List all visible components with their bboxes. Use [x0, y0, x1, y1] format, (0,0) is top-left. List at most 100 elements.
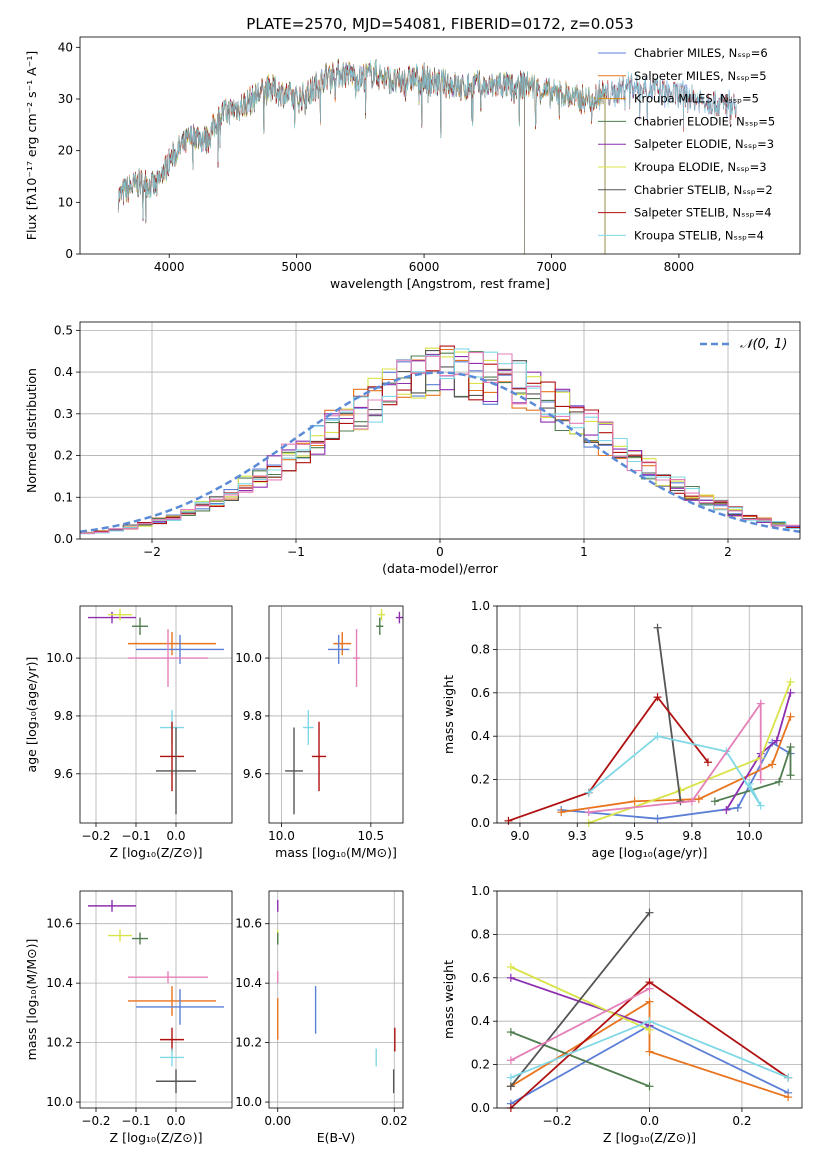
histogram-series: [80, 352, 800, 534]
error-bar-point: [136, 634, 224, 664]
mass-weight-series: [656, 627, 682, 802]
error-bar-point: [285, 727, 303, 815]
mass-weight-series: [725, 692, 792, 811]
x-tick-label: −0.2: [543, 1114, 572, 1128]
mass-weight-series: [508, 695, 709, 822]
plot-area: [504, 623, 795, 827]
y-tick-label: 10.4: [46, 976, 73, 990]
gaussian-curve: [79, 371, 801, 533]
error-bar-point: [156, 1069, 196, 1094]
x-tick-label: 2: [724, 545, 732, 559]
plus-marker: [557, 808, 566, 817]
y-tick-label: 10.4: [235, 976, 262, 990]
legend-label: Kroupa ELODIE, Nₛₛₚ=3: [634, 160, 767, 174]
plus-marker: [772, 736, 781, 745]
plus-marker: [584, 808, 593, 817]
y-tick-label: 10.2: [46, 1036, 73, 1050]
y-tick-label: 0.2: [471, 1058, 490, 1072]
mass-weight-series: [510, 987, 650, 1062]
error-bar-point: [333, 632, 352, 656]
plus-marker: [584, 788, 593, 797]
figure-title: PLATE=2570, MJD=54081, FIBERID=0172, z=0…: [246, 15, 633, 33]
axes-frame: [79, 605, 233, 824]
error-bar-point: [136, 989, 224, 1025]
legend-label: Chabrier ELODIE, Nₛₛₚ=5: [634, 114, 775, 128]
x-tick-label: 0.0: [166, 829, 185, 843]
plot-area: [88, 899, 224, 1094]
plus-marker: [786, 688, 795, 697]
error-bar-point: [88, 611, 136, 624]
y-tick-label: 0.5: [54, 323, 73, 337]
error-bar-point: [132, 932, 148, 945]
plot-area: [117, 58, 737, 255]
plot-area: [79, 345, 801, 535]
plus-marker: [645, 997, 654, 1006]
error-bar-point: [160, 1027, 184, 1052]
y-tick-label: 30: [58, 92, 73, 106]
plus-marker: [786, 677, 795, 686]
y-tick-label: 9.8: [243, 709, 262, 723]
plus-marker: [745, 779, 754, 788]
y-tick-label: 0: [65, 247, 73, 261]
y-tick-label: 0.2: [471, 773, 490, 787]
x-axis-label: Z [log₁₀(Z/Z⊙)]: [603, 1130, 696, 1145]
axes-frame: [268, 605, 404, 824]
x-tick-label: 10.0: [736, 829, 763, 843]
y-axis-label: mass [log₁₀(M/M⊙)]: [24, 939, 39, 1061]
plus-marker: [775, 777, 784, 786]
plus-marker: [784, 1073, 793, 1082]
legend-label: Kroupa MILES, Nₛₛₚ=5: [634, 92, 759, 106]
panel-residuals: −2 −1 0 1 2 0.0 0.1 0.2 0.3 0.4 0.5 (data-model)/er…: [24, 321, 801, 576]
x-tick-label: 0.0: [640, 1114, 659, 1128]
y-tick-label: 0.6: [471, 686, 490, 700]
x-tick-label: −0.1: [121, 829, 150, 843]
x-axis-label: Z [log₁₀(Z/Z⊙)]: [110, 845, 203, 860]
x-tick-label: −0.2: [81, 1114, 110, 1128]
x-tick-label: 6000: [409, 260, 440, 274]
x-axis-label: Z [log₁₀(Z/Z⊙)]: [110, 1130, 203, 1145]
plus-marker: [506, 962, 515, 971]
plus-marker: [645, 908, 654, 917]
plus-marker: [722, 805, 731, 814]
legend: Chabrier MILES, Nₛₛₚ=6 Salpeter MILES, Nₛ…: [598, 46, 775, 242]
plot-area: [88, 608, 224, 815]
plot-area: [506, 908, 793, 1112]
plus-marker: [786, 743, 795, 752]
error-bar-point: [160, 721, 184, 792]
mass-weight-series: [510, 976, 650, 1027]
error-bar-point: [377, 608, 386, 621]
mass-weight-series: [588, 700, 762, 813]
legend-label: 𝒩(0, 1): [740, 337, 787, 352]
y-tick-label: 10.2: [235, 1036, 262, 1050]
panel-age_vs_Z: −0.2 −0.1 0.0 9.6 9.8 10.0 Z [log₁₀(Z/Z⊙)] age …: [24, 605, 233, 860]
y-tick-label: 0.4: [54, 365, 73, 379]
plus-marker: [694, 795, 703, 804]
x-tick-label: 7000: [536, 260, 567, 274]
plus-marker: [786, 771, 795, 780]
x-tick-label: 10.0: [268, 829, 295, 843]
x-tick-label: 9.3: [568, 829, 587, 843]
y-tick-label: 0.2: [54, 449, 73, 463]
plus-marker: [506, 1028, 515, 1037]
panel-spectrum: 4000 5000 6000 7000 8000 0 10 20 30 40 wavelength …: [24, 36, 801, 291]
plot-area: [277, 899, 396, 1094]
error-bar-point: [108, 929, 132, 942]
axes-frame: [496, 890, 803, 1109]
error-bar-point: [128, 971, 208, 984]
x-tick-label: 0.00: [264, 1114, 291, 1128]
x-axis-label: wavelength [Angstrom, rest frame]: [330, 276, 550, 291]
plus-marker: [784, 1093, 793, 1102]
panel-age_vs_mass: 10.0 10.5 9.6 9.8 10.0 mass [log₁₀(M/M⊙)]: [235, 605, 404, 860]
panel-mass_vs_Z: −0.2 −0.1 0.0 10.0 10.2 10.4 10.6 Z [log₁₀(Z/Z⊙…: [24, 890, 233, 1145]
x-tick-label: 0: [436, 545, 444, 559]
y-tick-label: 0.8: [471, 927, 490, 941]
y-axis-label: mass weight: [441, 675, 456, 754]
x-tick-label: 9.0: [510, 829, 529, 843]
axes-frame: [79, 321, 801, 540]
y-tick-label: 10.0: [235, 651, 262, 665]
plot-area: [285, 608, 403, 815]
y-tick-label: 9.6: [54, 767, 73, 781]
y-tick-label: 10.0: [46, 1095, 73, 1109]
x-tick-label: 4000: [154, 260, 185, 274]
plus-marker: [768, 760, 777, 769]
